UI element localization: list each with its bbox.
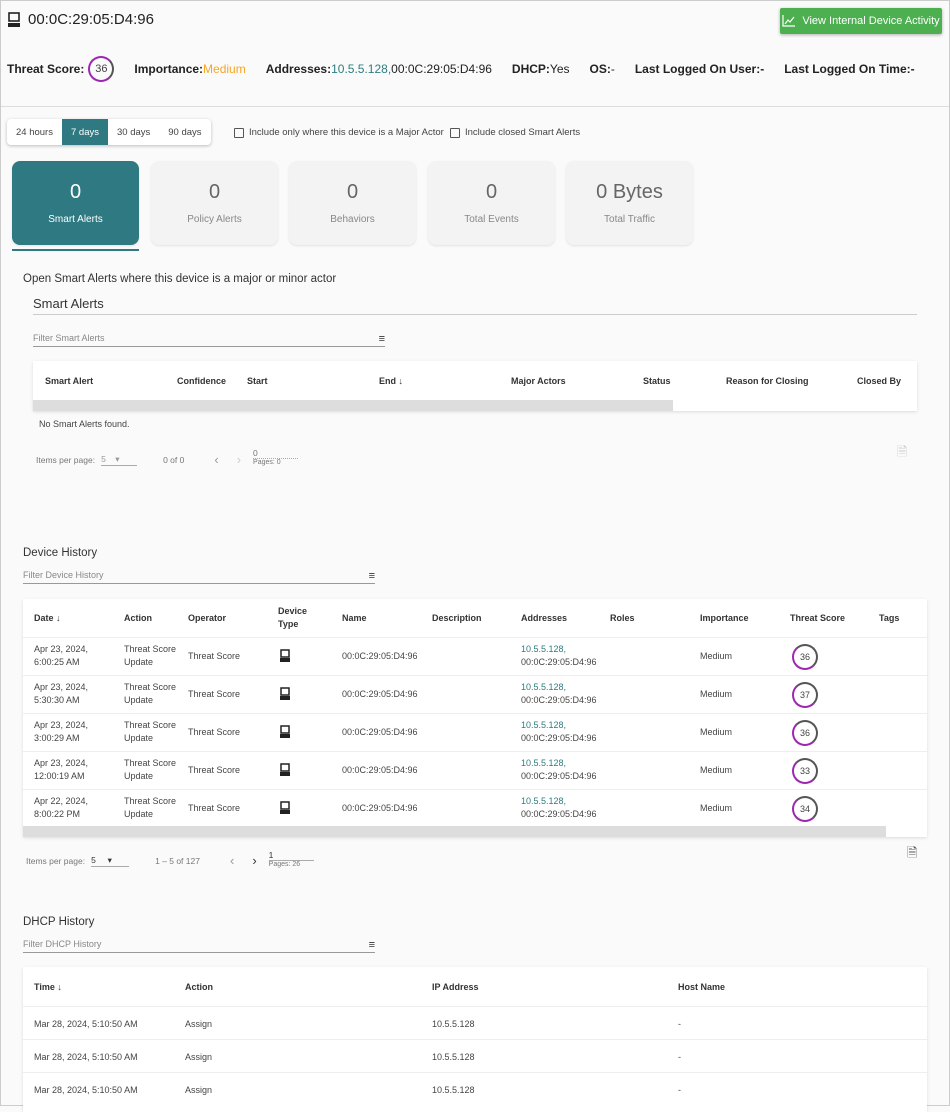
page-input[interactable]: 0 [253, 448, 299, 459]
threat-score-ring: 36 [88, 56, 115, 82]
range-24h[interactable]: 24 hours [16, 126, 53, 138]
computer-icon [280, 763, 290, 776]
smart-alerts-filter[interactable]: Filter Smart Alerts ≡ [33, 333, 385, 347]
divider [1, 106, 949, 107]
page-title: 00:0C:29:05:D4:96 [7, 11, 154, 28]
computer-icon [280, 725, 290, 738]
sort-date[interactable]: Date ↓ [34, 613, 61, 623]
sort-end[interactable]: End ↓ [379, 376, 403, 386]
line-chart-icon [782, 15, 796, 27]
sort-time[interactable]: Time ↓ [34, 982, 62, 992]
address-link[interactable]: 10.5.5.128, [521, 758, 567, 768]
table-row[interactable]: Mar 28, 2024, 5:10:50 AM Assign 10.5.5.1… [23, 1072, 927, 1105]
table-row[interactable]: Mar 28, 2024, 5:10:50 AM Assign 10.5.5.1… [23, 1006, 927, 1039]
prev-page-button[interactable]: ‹ [214, 452, 219, 467]
closed-alerts-checkbox[interactable]: Include closed Smart Alerts [450, 127, 580, 138]
range-30d[interactable]: 30 days [116, 126, 151, 138]
computer-icon [280, 649, 290, 662]
card-policy-alerts[interactable]: 0 Policy Alerts [151, 161, 278, 245]
next-page-button[interactable]: › [252, 853, 257, 868]
computer-icon [280, 687, 290, 700]
filter-icon[interactable]: ≡ [368, 939, 375, 951]
prev-page-button[interactable]: ‹ [229, 853, 235, 868]
table-row[interactable]: Apr 23, 2024, 3:00:29 AM Threat Score Upda… [23, 713, 927, 751]
device-history-filter[interactable]: Filter Device History ≡ [23, 570, 375, 584]
range-7d[interactable]: 7 days [61, 119, 108, 145]
threat-score-ring: 33 [792, 758, 818, 784]
address-ip-link[interactable]: 10.5.5.128, [331, 62, 392, 76]
computer-icon [280, 801, 290, 814]
card-smart-alerts[interactable]: 0 Smart Alerts [12, 161, 139, 245]
dhcp-history-filter[interactable]: Filter DHCP History ≡ [23, 939, 375, 953]
smart-alerts-title: Smart Alerts [33, 296, 917, 315]
device-name: 00:0C:29:05:D4:96 [28, 11, 154, 28]
computer-icon [8, 11, 20, 27]
next-page-button[interactable]: › [236, 452, 242, 467]
ip-link[interactable]: 10.5.5.128 [432, 1019, 475, 1029]
ip-link[interactable]: 10.5.5.128 [432, 1052, 475, 1062]
address-link[interactable]: 10.5.5.128, [521, 720, 567, 730]
time-range-toggle: 24 hours 7 days 30 days 90 days [7, 119, 211, 145]
card-behaviors[interactable]: 0 Behaviors [289, 161, 416, 245]
dhcp-history-table: Time ↓ Action IP Address Host Name Mar 2… [23, 967, 927, 1112]
smart-alerts-intro: Open Smart Alerts where this device is a… [23, 273, 337, 285]
active-card-indicator [12, 249, 139, 251]
threat-score-ring: 37 [792, 682, 818, 708]
address-link[interactable]: 10.5.5.128, [521, 796, 567, 806]
table-row[interactable]: Apr 22, 2024, 8:00:22 PM Threat Score Upda… [23, 789, 927, 827]
view-internal-device-activity-button[interactable]: View Internal Device Activity [780, 8, 942, 34]
threat-score-ring: 36 [792, 644, 818, 670]
range-90d[interactable]: 90 days [168, 126, 202, 138]
device-history-pager: Items per page: 5 ▾ 1 – 5 of 127 ‹ › 1 Pa… [26, 850, 314, 868]
card-total-traffic[interactable]: 0 Bytes Total Traffic [566, 161, 693, 245]
per-page-select[interactable]: 5 ▾ [101, 454, 138, 466]
filter-icon[interactable]: ≡ [368, 570, 375, 582]
page-input[interactable]: 1 [268, 850, 314, 861]
major-actor-checkbox[interactable]: Include only where this device is a Majo… [234, 127, 444, 138]
empty-message: No Smart Alerts found. [39, 419, 130, 429]
table-row[interactable]: Mar 28, 2024, 5:10:50 AM Assign 10.5.5.1… [23, 1039, 927, 1072]
smart-alerts-pager: Items per page: 5 ▾ 0 of 0 ‹ › 0 Pages: 0 [36, 448, 299, 467]
filter-icon[interactable]: ≡ [378, 333, 385, 345]
address-link[interactable]: 10.5.5.128, [521, 682, 567, 692]
table-row[interactable]: Apr 23, 2024, 12:00:19 AM Threat Score Upd… [23, 751, 927, 789]
device-history-table: Date ↓ Action Operator Device Type Name … [23, 599, 927, 837]
table-row[interactable]: Apr 23, 2024, 6:00:25 AM Threat Score Upda… [23, 637, 927, 675]
dhcp-history-title: DHCP History [23, 916, 95, 928]
address-link[interactable]: 10.5.5.128, [521, 644, 567, 654]
card-total-events[interactable]: 0 Total Events [428, 161, 555, 245]
ip-link[interactable]: 10.5.5.128 [432, 1085, 475, 1095]
export-icon[interactable]: 🗎 [897, 444, 908, 459]
device-summary: Threat Score: 36 Importance: Medium Addres… [7, 56, 935, 82]
table-row[interactable]: Apr 23, 2024, 5:30:30 AM Threat Score Upda… [23, 675, 927, 713]
horizontal-scrollbar[interactable] [33, 400, 673, 411]
threat-score-ring: 34 [792, 796, 818, 822]
threat-score-ring: 36 [792, 720, 818, 746]
horizontal-scrollbar[interactable] [23, 826, 886, 837]
device-history-title: Device History [23, 547, 98, 559]
export-icon[interactable]: 🗎 [907, 845, 918, 860]
smart-alerts-table: Smart Alert Confidence Start End ↓ Major… [33, 361, 917, 411]
per-page-select[interactable]: 5 ▾ [91, 855, 130, 867]
